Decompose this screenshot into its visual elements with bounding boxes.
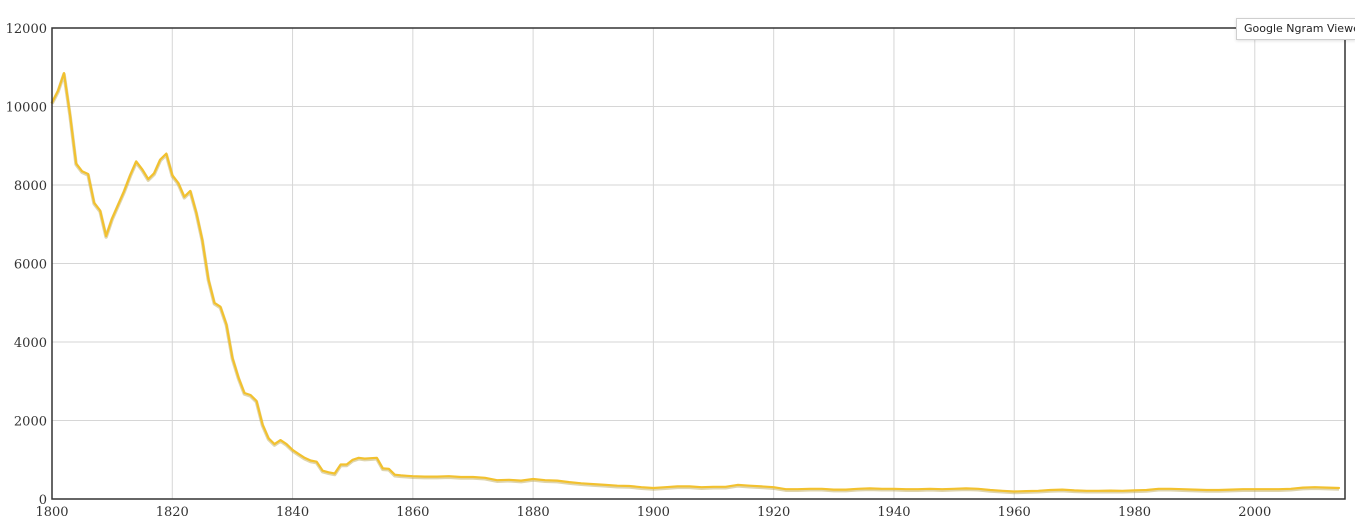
- x-tick-label: 1940: [877, 505, 910, 520]
- series-line-shadow: [50, 72, 1340, 495]
- x-tick-label: 1960: [998, 505, 1031, 520]
- x-tick-label: 1920: [757, 505, 790, 520]
- x-tick-label: 1900: [637, 505, 670, 520]
- x-tick-label: 1860: [396, 505, 429, 520]
- series-layer: [50, 71, 1341, 495]
- x-tick-label: 1880: [517, 505, 550, 520]
- y-tick-label: 10000: [6, 101, 47, 116]
- y-tick-label: 8000: [14, 179, 47, 194]
- y-tick-label: 12000: [6, 22, 47, 37]
- x-tick-label: 1820: [156, 505, 189, 520]
- x-axis-ticks: 1800 1820 1840 1860 1880 1900 1920 1940 1960 1980…: [35, 505, 1271, 520]
- y-tick-label: 2000: [14, 415, 47, 430]
- series-line: [50, 71, 1341, 493]
- x-tick-label: 1840: [276, 505, 309, 520]
- grid-lines: [51, 27, 1345, 500]
- y-tick-label: 4000: [14, 336, 47, 351]
- x-tick-label: 1980: [1118, 505, 1151, 520]
- y-axis-ticks: 0 2000 4000 6000 8000 10000 12000: [6, 22, 47, 508]
- plot-frame: [51, 27, 1346, 500]
- google-ngram-viewer-watermark: Google Ngram Viewer: [1236, 18, 1355, 40]
- x-tick-label: 2000: [1238, 505, 1271, 520]
- x-tick-label: 1800: [35, 505, 68, 520]
- y-tick-label: 0: [39, 493, 47, 508]
- y-tick-label: 6000: [14, 258, 47, 273]
